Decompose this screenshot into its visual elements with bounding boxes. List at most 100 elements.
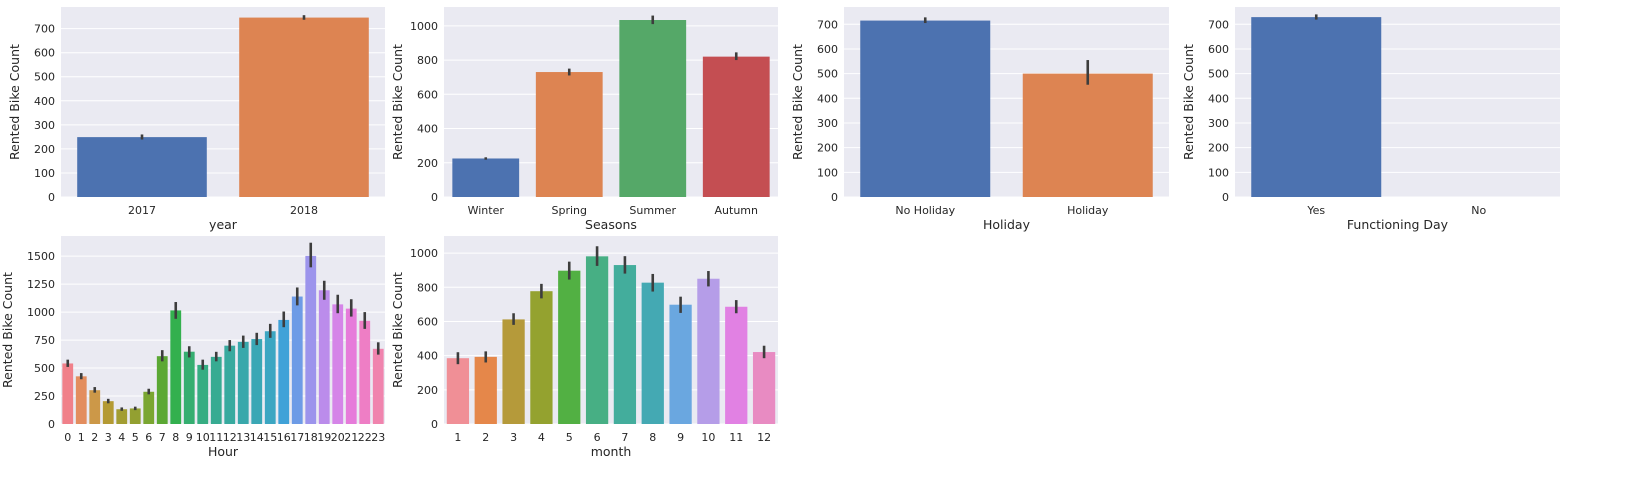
bar-23 xyxy=(372,348,384,424)
bar-7 xyxy=(613,265,637,424)
y-tick-label: 400 xyxy=(817,92,838,105)
y-tick-label: 700 xyxy=(817,18,838,31)
y-tick-label: 0 xyxy=(831,191,838,204)
bar-20 xyxy=(332,304,344,424)
x-tick-label: 22 xyxy=(358,431,372,444)
x-tick-label: Winter xyxy=(468,204,505,217)
bar-12 xyxy=(752,352,776,424)
y-tick-label: 800 xyxy=(417,281,438,294)
bar-winter xyxy=(452,158,520,197)
x-tick-label: 9 xyxy=(186,431,193,444)
bar-2 xyxy=(89,390,101,424)
bar-8 xyxy=(170,310,182,424)
x-tick-label: Spring xyxy=(552,204,588,217)
y-tick-label: 200 xyxy=(817,142,838,155)
bar-2 xyxy=(474,356,497,424)
bar-14 xyxy=(251,339,263,424)
bar-4 xyxy=(530,291,553,424)
x-tick-label: 8 xyxy=(172,431,179,444)
bar-11 xyxy=(210,356,222,424)
x-tick-label: 17 xyxy=(290,431,304,444)
bar-3 xyxy=(102,401,114,424)
y-tick-label: 500 xyxy=(817,68,838,81)
x-tick-label: 7 xyxy=(159,431,166,444)
y-tick-label: 400 xyxy=(417,123,438,136)
y-tick-label: 600 xyxy=(817,43,838,56)
y-tick-label: 700 xyxy=(1208,18,1229,31)
bar-17 xyxy=(291,296,303,424)
bar-5 xyxy=(129,408,141,424)
y-tick-label: 100 xyxy=(817,166,838,179)
y-tick-label: 1000 xyxy=(410,247,438,260)
bar-22 xyxy=(359,320,371,424)
x-tick-label: Holiday xyxy=(1067,204,1109,217)
bar-0 xyxy=(62,363,74,424)
y-axis-label: Rented Bike Count xyxy=(790,44,805,160)
x-tick-label: 20 xyxy=(331,431,345,444)
y-axis-label: Rented Bike Count xyxy=(1181,44,1196,160)
y-tick-label: 1000 xyxy=(410,20,438,33)
x-tick-label: 2017 xyxy=(128,204,156,217)
x-tick-label: 11 xyxy=(209,431,223,444)
x-tick-label: 9 xyxy=(677,431,684,444)
y-tick-label: 400 xyxy=(417,350,438,363)
y-tick-label: 0 xyxy=(48,191,55,204)
y-tick-label: 250 xyxy=(34,390,55,403)
x-tick-label: Yes xyxy=(1306,204,1325,217)
chart-panel-1: 0 100 200 300 400 500 600 700 2017 2018 year Rented… xyxy=(7,7,385,232)
x-axis-label: Hour xyxy=(208,444,239,459)
y-axis-label: Rented Bike Count xyxy=(7,44,22,160)
y-tick-label: 1500 xyxy=(27,250,55,263)
x-axis-label: Seasons xyxy=(585,217,637,232)
x-tick-label: 2018 xyxy=(290,204,318,217)
bar-6 xyxy=(585,256,609,424)
bar-12 xyxy=(224,345,236,424)
x-tick-label: 5 xyxy=(566,431,573,444)
y-tick-label: 1000 xyxy=(27,306,55,319)
bar-16 xyxy=(278,319,290,424)
x-tick-label: 1 xyxy=(78,431,85,444)
y-tick-label: 750 xyxy=(34,334,55,347)
y-tick-label: 0 xyxy=(48,418,55,431)
y-tick-label: 600 xyxy=(417,88,438,101)
bar-15 xyxy=(264,331,276,424)
x-tick-label: 2 xyxy=(482,431,489,444)
y-tick-label: 700 xyxy=(34,23,55,36)
x-tick-label: 5 xyxy=(132,431,139,444)
x-tick-label: 4 xyxy=(118,431,125,444)
y-tick-label: 0 xyxy=(431,191,438,204)
bar-4 xyxy=(116,409,128,424)
y-tick-label: 200 xyxy=(34,143,55,156)
x-tick-label: 3 xyxy=(510,431,517,444)
bar-no-holiday xyxy=(860,20,991,198)
bar-11 xyxy=(725,306,748,424)
x-tick-label: 3 xyxy=(105,431,112,444)
x-tick-label: 12 xyxy=(757,431,771,444)
chart-panel-3: 0 100 200 300 400 500 600 700 No Holiday Holiday H… xyxy=(790,7,1169,232)
x-tick-label: 18 xyxy=(304,431,318,444)
y-tick-label: 500 xyxy=(34,71,55,84)
y-tick-label: 600 xyxy=(417,315,438,328)
bar-summer xyxy=(619,20,687,198)
bar-1 xyxy=(75,376,87,424)
x-tick-label: 11 xyxy=(729,431,743,444)
x-tick-label: 21 xyxy=(344,431,358,444)
x-tick-label: 2 xyxy=(91,431,98,444)
y-tick-label: 500 xyxy=(1208,68,1229,81)
bar-2018 xyxy=(239,17,369,198)
x-tick-label: 8 xyxy=(649,431,656,444)
y-axis-label: Rented Bike Count xyxy=(390,272,405,388)
y-axis-label: Rented Bike Count xyxy=(0,272,15,388)
y-tick-label: 0 xyxy=(431,418,438,431)
y-tick-label: 0 xyxy=(1222,191,1229,204)
bar-spring xyxy=(535,72,603,197)
y-tick-label: 600 xyxy=(1208,43,1229,56)
bar-1 xyxy=(446,358,470,424)
x-tick-label: 6 xyxy=(594,431,601,444)
y-tick-label: 100 xyxy=(1208,166,1229,179)
y-tick-label: 600 xyxy=(34,47,55,60)
y-axis-label: Rented Bike Count xyxy=(390,44,405,160)
y-tick-label: 500 xyxy=(34,362,55,375)
